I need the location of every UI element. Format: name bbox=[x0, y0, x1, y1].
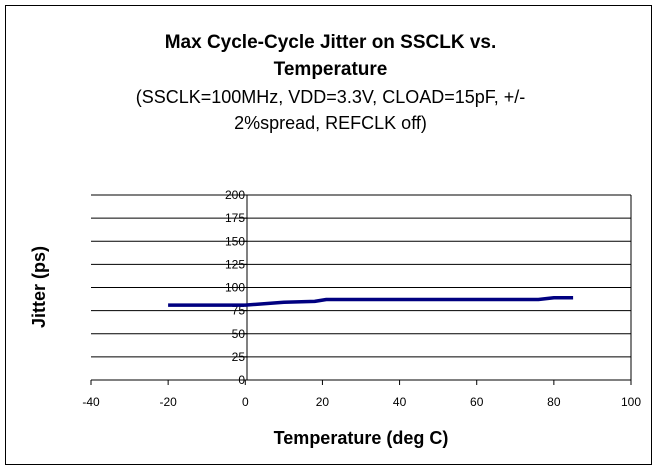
x-tick-label: 0 bbox=[242, 395, 249, 409]
y-tick-label: 200 bbox=[225, 188, 245, 202]
y-tick-label: 175 bbox=[225, 211, 245, 225]
x-tick-label: 40 bbox=[393, 395, 407, 409]
series-line bbox=[168, 295, 574, 307]
axis-layer bbox=[90, 194, 632, 385]
tick-label-layer: -40 -20 0 20 40 60 80 100 0 25 50 75 100 125 150 175 200 bbox=[82, 188, 641, 409]
series-layer bbox=[168, 295, 574, 307]
x-tick-label: -40 bbox=[82, 395, 100, 409]
x-axis-title: Temperature (deg C) bbox=[274, 428, 449, 448]
chart-subtitle-line-1: (SSCLK=100MHz, VDD=3.3V, CLOAD=15pF, +/- bbox=[135, 87, 526, 107]
x-tick-label: 100 bbox=[621, 395, 641, 409]
x-tick-label: -20 bbox=[159, 395, 177, 409]
grid-layer bbox=[91, 194, 632, 380]
y-tick-label: 100 bbox=[225, 281, 245, 295]
y-axis-title: Jitter (ps) bbox=[29, 246, 49, 328]
x-tick-label: 80 bbox=[547, 395, 561, 409]
chart-title-line-2: Temperature bbox=[273, 59, 388, 80]
y-tick-label: 75 bbox=[232, 304, 246, 318]
y-tick-label: 0 bbox=[238, 373, 245, 387]
chart-subtitle-line-2: 2%spread, REFCLK off) bbox=[234, 113, 427, 133]
chart-frame bbox=[5, 5, 652, 465]
y-tick-label: 125 bbox=[225, 257, 245, 271]
chart-title-line-1: Max Cycle-Cycle Jitter on SSCLK vs. bbox=[164, 32, 497, 53]
x-tick-label: 60 bbox=[470, 395, 484, 409]
y-tick-label: 50 bbox=[232, 327, 246, 341]
x-tick-label: 20 bbox=[316, 395, 330, 409]
y-tick-label: 25 bbox=[232, 350, 246, 364]
y-tick-label: 150 bbox=[225, 234, 245, 248]
